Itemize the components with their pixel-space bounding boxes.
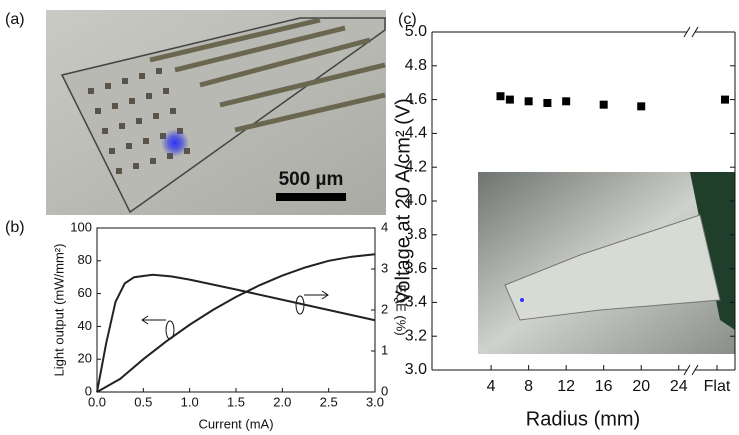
y-tick-label: 4.0 (405, 192, 427, 209)
y-tick-label: 3.2 (405, 327, 427, 344)
y2-tick-label: 2 (381, 301, 388, 316)
y-tick-label: 4.4 (405, 125, 427, 142)
panel-label: (b) (5, 219, 25, 236)
x-tick-label: 16 (595, 378, 613, 395)
y2-tick-label: 1 (381, 342, 388, 357)
x-tick-label: 2.0 (273, 394, 291, 409)
photo-a: 500 µm (46, 10, 386, 215)
y-tick-label: 3.0 (405, 361, 427, 378)
y-tick-label: 0 (85, 383, 92, 398)
y-tick-label: 3.6 (405, 260, 427, 277)
x-tick-label: 1.5 (227, 394, 245, 409)
y-tick-label: 100 (70, 219, 92, 234)
substrate (60, 17, 386, 214)
emitting-led (161, 129, 189, 157)
x-tick-label: 1.0 (181, 394, 199, 409)
y-axis-label: Voltage at 20 A/cm² (V) (392, 98, 414, 304)
y2-tick-label: 4 (381, 219, 388, 234)
data-point (562, 97, 571, 106)
panel-label: (c) (398, 11, 417, 28)
y2-axis-label: EQE (%) (394, 284, 409, 335)
data-point (496, 92, 505, 101)
data-point (505, 95, 514, 104)
inset-film (504, 214, 721, 321)
x-tick-label: 4 (487, 378, 496, 395)
y-axis-label: Light output (mW/mm²) (51, 244, 66, 377)
inset-led (520, 298, 524, 302)
plot-frame (96, 227, 376, 393)
data-point (524, 97, 533, 106)
x-tick-label: 3.0 (366, 394, 384, 409)
data-line (96, 253, 376, 393)
y-tick-label: 3.4 (405, 294, 427, 311)
y2-tick-label: 0 (381, 383, 388, 398)
scale-bar-label: 500 µm (279, 169, 344, 190)
scale-bar (276, 193, 346, 201)
y-tick-label: 60 (78, 285, 92, 300)
x-tick-label: 0.5 (134, 394, 152, 409)
x-axis-label: Current (mA) (198, 416, 273, 431)
x-axis-label: Radius (mm) (526, 408, 640, 430)
y-tick-label: 4.2 (405, 158, 427, 175)
y-tick-label: 3.8 (405, 226, 427, 243)
y-tick-label: 20 (78, 351, 92, 366)
inset-roller (690, 172, 735, 330)
electrodes (149, 17, 386, 133)
y-tick-label: 4.6 (405, 91, 427, 108)
x-tick-label: 2.5 (320, 394, 338, 409)
data-point (543, 98, 552, 107)
x-tick-label: 0.0 (88, 394, 106, 409)
x-tick-label: 24 (670, 378, 688, 395)
y-tick-label: 5.0 (405, 23, 427, 40)
panel-label: (a) (5, 11, 25, 28)
axis-break (683, 364, 699, 376)
y-tick-label: 40 (78, 318, 92, 333)
data-line (96, 273, 376, 393)
y-tick-label: 4.8 (405, 57, 427, 74)
y-tick-label: 80 (78, 252, 92, 267)
data-point (721, 95, 729, 104)
x-tick-label: 8 (524, 378, 533, 395)
axis-break (683, 26, 699, 38)
x-tick-label: 12 (557, 378, 575, 395)
data-point (637, 102, 646, 111)
y2-tick-label: 3 (381, 260, 388, 275)
data-point (599, 100, 608, 109)
x-tick-label: Flat (704, 378, 731, 395)
x-tick-label: 20 (632, 378, 650, 395)
inset-photo (478, 172, 735, 354)
